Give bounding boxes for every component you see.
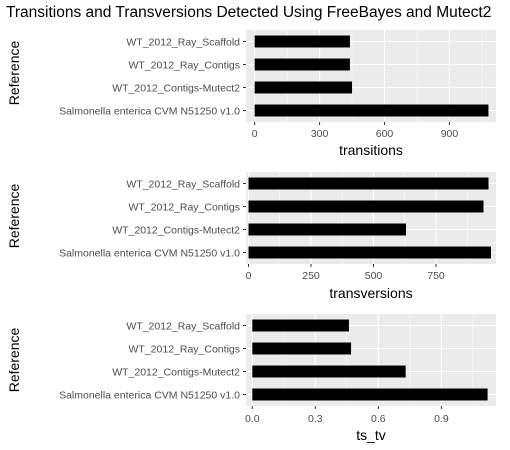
category-label: WT_2012_Ray_Contigs <box>129 343 240 355</box>
category-label: WT_2012_Ray_Contigs <box>129 59 240 71</box>
x-tick-label: 250 <box>302 270 320 282</box>
chart-panel-1: 0 300 600 900 WT_2012_Ray_Scaffold WT_2012_Ra… <box>6 30 496 158</box>
category-label: Salmonella enterica CVM N51250 v1.0 <box>59 105 240 117</box>
bar-4 <box>248 246 491 259</box>
bar-4 <box>252 388 488 401</box>
x-tick-label: 750 <box>427 270 445 282</box>
bar-3 <box>254 81 353 94</box>
category-label: Salmonella enterica CVM N51250 v1.0 <box>59 247 240 259</box>
chart-panels: 0 300 600 900 WT_2012_Ray_Scaffold WT_2012_Ra… <box>6 30 496 443</box>
x-tick-label: 500 <box>365 270 383 282</box>
x-tick-label: 900 <box>441 128 459 140</box>
x-axis-title: ts_tv <box>356 427 386 443</box>
category-label: WT_2012_Ray_Contigs <box>129 201 240 213</box>
figure-title: Transitions and Transversions Detected U… <box>6 4 491 21</box>
x-tick-label: 600 <box>376 128 394 140</box>
category-label: WT_2012_Contigs-Mutect2 <box>112 366 240 378</box>
y-axis-title: Reference <box>6 327 22 392</box>
x-tick-label: 0.0 <box>245 413 260 425</box>
category-label: Salmonella enterica CVM N51250 v1.0 <box>59 389 240 401</box>
bar-1 <box>248 177 489 190</box>
x-tick-label: 0 <box>252 128 258 140</box>
category-label: WT_2012_Ray_Scaffold <box>126 36 240 48</box>
bar-4 <box>254 104 489 117</box>
y-axis-title: Reference <box>6 40 22 105</box>
category-label: WT_2012_Contigs-Mutect2 <box>112 82 240 94</box>
x-axis-title: transitions <box>339 142 403 158</box>
y-axis-title: Reference <box>6 183 22 248</box>
chart-panel-3: 0.0 0.3 0.6 0.9 WT_2012_Ray_Scaffold WT_2012_… <box>6 314 496 443</box>
bar-2 <box>252 342 352 355</box>
x-tick-label: 0 <box>246 270 252 282</box>
bar-2 <box>248 200 484 213</box>
category-label: WT_2012_Ray_Scaffold <box>126 320 240 332</box>
bar-1 <box>254 35 350 48</box>
bar-3 <box>248 223 406 236</box>
chart-panel-2: 0 250 500 750 WT_2012_Ray_Scaffold WT_2012_Ra… <box>6 172 496 301</box>
bar-1 <box>252 319 349 332</box>
x-tick-label: 0.6 <box>371 413 386 425</box>
category-label: WT_2012_Contigs-Mutect2 <box>112 224 240 236</box>
bar-2 <box>254 58 350 71</box>
x-axis-title: transversions <box>329 285 412 301</box>
category-label: WT_2012_Ray_Scaffold <box>126 178 240 190</box>
x-tick-label: 300 <box>311 128 329 140</box>
x-tick-label: 0.9 <box>434 413 449 425</box>
x-tick-label: 0.3 <box>308 413 323 425</box>
bar-3 <box>252 365 406 378</box>
